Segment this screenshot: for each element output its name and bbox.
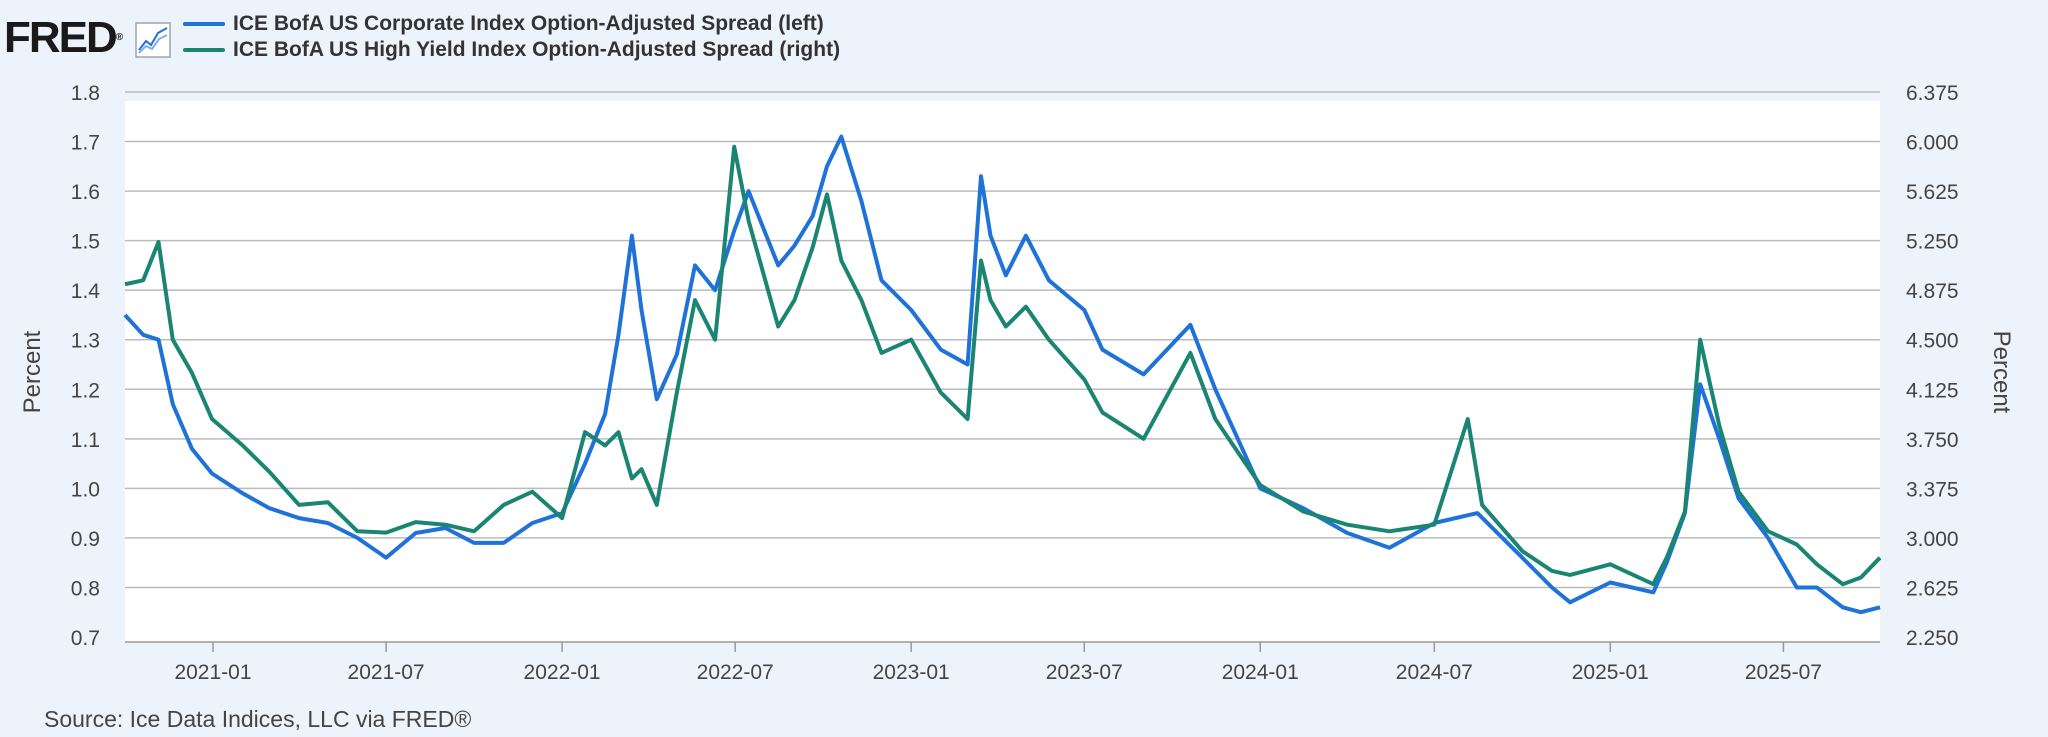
- y-tick-label-left: 1.7: [71, 132, 100, 155]
- x-tick-label: 2025-07: [1745, 661, 1822, 684]
- line-chart-icon: [135, 22, 171, 58]
- y-axis-label-right: Percent: [1988, 331, 2015, 414]
- y-tick-label-right: 2.250: [1906, 627, 1959, 650]
- y-tick-label-right: 2.625: [1906, 577, 1959, 600]
- x-tick-label: 2022-07: [697, 661, 774, 684]
- legend-item-high-yield[interactable]: ICE BofA US High Yield Index Option-Adju…: [183, 37, 840, 63]
- x-tick-label: 2021-01: [174, 661, 251, 684]
- chart-header: FRED®: [0, 10, 1000, 70]
- x-tick-label: 2022-01: [524, 661, 601, 684]
- y-tick-label-right: 6.000: [1906, 132, 1959, 155]
- fred-logo[interactable]: FRED®: [4, 16, 123, 60]
- y-tick-label-left: 1.1: [71, 429, 100, 452]
- series-group: [123, 134, 1882, 615]
- grid-lines: [125, 91, 1880, 589]
- x-tick-label: 2025-01: [1572, 661, 1649, 684]
- y-tick-label-right: 4.125: [1906, 379, 1959, 402]
- y-tick-label-right: 3.000: [1906, 528, 1959, 551]
- y-tick-label-left: 0.8: [71, 577, 100, 600]
- legend-swatch-corporate: [183, 22, 225, 26]
- legend-label-high-yield: ICE BofA US High Yield Index Option-Adju…: [233, 38, 841, 61]
- y-tick-label-left: 1.3: [71, 330, 100, 353]
- y-tick-label-right: 5.250: [1906, 231, 1959, 254]
- y-axis-label-left: Percent: [19, 330, 46, 413]
- y-tick-label-left: 1.5: [71, 231, 100, 254]
- y-tick-label-left: 0.7: [71, 627, 100, 650]
- left-axis-ticks: 0.7 0.8 0.9 1.0 1.1 1.2 1.3 1.4 1.5 1.6 1.7 1.8: [71, 82, 101, 650]
- y-tick-label-right: 4.875: [1906, 280, 1959, 303]
- x-tick-label: 2021-07: [348, 661, 425, 684]
- x-tick-label: 2023-01: [873, 661, 950, 684]
- y-tick-label-right: 3.375: [1906, 478, 1959, 501]
- series-line-high-yield: [124, 144, 1882, 587]
- fred-logo-text: FRED: [4, 13, 118, 62]
- y-tick-label-left: 1.6: [71, 181, 100, 204]
- y-tick-label-right: 4.500: [1906, 330, 1959, 353]
- plot-area: [125, 101, 1880, 642]
- y-tick-label-left: 0.9: [71, 528, 100, 551]
- legend-item-corporate[interactable]: ICE BofA US Corporate Index Option-Adjus…: [183, 11, 824, 37]
- legend-label-corporate: ICE BofA US Corporate Index Option-Adjus…: [233, 12, 824, 35]
- x-axis-ticks: 2021-01 2021-07 2022-01 2022-07 2023-01 2023-…: [174, 642, 1822, 684]
- y-tick-label-left: 1.2: [71, 379, 100, 402]
- source-note: Source: Ice Data Indices, LLC via FRED®: [44, 706, 472, 732]
- y-tick-label-right: 6.375: [1906, 82, 1959, 105]
- x-tick-label: 2024-01: [1222, 661, 1299, 684]
- y-tick-label-left: 1.0: [71, 478, 100, 501]
- x-tick-label: 2023-07: [1046, 661, 1123, 684]
- y-tick-label-left: 1.4: [71, 280, 101, 303]
- y-tick-label-left: 1.8: [71, 82, 100, 105]
- y-tick-label-right: 5.625: [1906, 181, 1959, 204]
- right-axis-ticks: 2.250 2.625 3.000 3.375 3.750 4.125 4.500 4.875…: [1906, 82, 1959, 650]
- x-tick-label: 2024-07: [1396, 661, 1473, 684]
- series-line-corporate: [123, 134, 1881, 615]
- legend-swatch-high-yield: [183, 48, 225, 52]
- registered-mark: ®: [115, 32, 124, 43]
- y-tick-label-right: 3.750: [1906, 429, 1959, 452]
